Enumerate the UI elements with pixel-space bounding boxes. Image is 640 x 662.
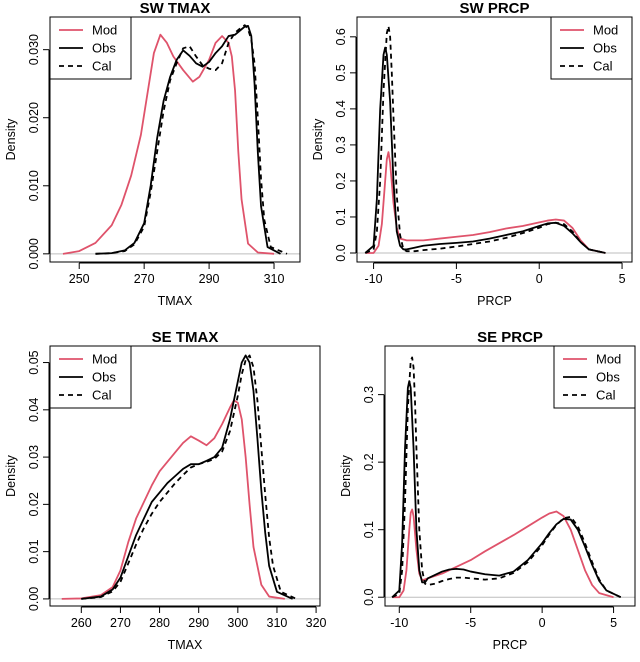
y-tick-label: 0.030 [27,34,41,65]
panel-title: SW TMAX [140,0,211,17]
legend-label-obs: Obs [92,370,116,385]
y-tick-label: 0.6 [334,28,348,45]
x-tick-label: 280 [149,616,170,630]
x-tick-label: 0 [536,272,543,286]
y-tick-label: 0.010 [27,170,41,201]
y-tick-label: 0.0 [334,244,348,261]
x-tick-label: 290 [199,272,220,286]
x-tick-label: 290 [188,616,209,630]
x-tick-label: -10 [365,272,383,286]
x-tick-label: 270 [110,616,131,630]
legend-label-cal: Cal [92,388,112,403]
plot-frame [384,345,636,607]
series-line-mod [392,508,614,599]
x-axis-label: PRCP [477,294,512,308]
series-line-obs [81,354,293,600]
plot-frame [49,345,321,607]
y-axis-label: Density [311,118,325,160]
panel-se-prcp: SE PRCP PRCP Density Mod Obs Cal -10 -5 0 5… [339,329,636,652]
x-tick-label: 310 [267,616,288,630]
y-axis-label: Density [339,454,353,496]
y-tick-label: 0.1 [362,521,376,538]
y-tick-label: 0.3 [334,136,348,153]
x-axis-label: TMAX [158,294,193,308]
series-line-cal [81,354,297,600]
y-tick-label: 0.0 [362,588,376,605]
series-line-cal [95,24,288,255]
x-tick-label: 270 [134,272,155,286]
x-tick-label: 310 [264,272,285,286]
legend-label-obs: Obs [92,41,116,56]
y-tick-label: 0.020 [27,102,41,133]
plot-frame [49,16,301,263]
x-axis-label: TMAX [168,638,203,652]
y-tick-label: 0.04 [27,398,41,422]
y-tick-label: 0.00 [27,587,41,611]
legend-label-mod: Mod [596,352,621,367]
panel-title: SW PRCP [459,0,529,17]
series-line-cal [391,356,622,599]
x-tick-label: 5 [619,272,626,286]
series-line-cal [364,25,606,254]
x-tick-label: -10 [390,616,408,630]
series-line-obs [95,24,281,255]
panel-title: SE PRCP [477,329,543,346]
y-axis-label: Density [4,454,18,496]
x-tick-label: 250 [69,272,90,286]
legend-label-cal: Cal [593,59,613,74]
series-line-mod [365,151,606,254]
series-line-obs [391,380,622,599]
y-tick-label: 0.000 [27,238,41,269]
y-tick-label: 0.5 [334,64,348,81]
y-tick-label: 0.4 [334,100,348,117]
y-tick-label: 0.05 [27,350,41,374]
x-tick-label: 0 [539,616,546,630]
x-tick-label: 320 [306,616,327,630]
x-axis-label: PRCP [493,638,528,652]
panel-sw-prcp: SW PRCP PRCP Density Mod Obs Cal -10 -5 0 5… [311,0,633,308]
x-tick-label: -5 [451,272,462,286]
legend-label-obs: Obs [593,41,617,56]
x-tick-label: 5 [610,616,617,630]
y-axis-label: Density [4,118,18,160]
plot-frame [356,16,633,263]
legend-label-obs: Obs [596,370,620,385]
y-tick-label: 0.02 [27,492,41,516]
y-tick-label: 0.2 [362,453,376,470]
y-tick-label: 0.03 [27,445,41,469]
legend-label-mod: Mod [92,23,117,38]
series-line-mod [61,399,285,600]
panel-se-tmax: SE TMAX TMAX Density Mod Obs Cal 260 270 2… [4,329,327,652]
panel-sw-tmax: SW TMAX TMAX Density Mod Obs Cal 250 270 2… [4,0,301,308]
x-tick-label: 300 [227,616,248,630]
legend-label-cal: Cal [92,59,112,74]
y-tick-label: 0.3 [362,386,376,403]
panel-title: SE TMAX [152,329,219,346]
legend-label-mod: Mod [593,23,618,38]
legend-label-cal: Cal [596,388,616,403]
y-tick-label: 0.1 [334,208,348,225]
y-tick-label: 0.01 [27,539,41,563]
series-line-mod [62,33,275,255]
y-tick-label: 0.2 [334,172,348,189]
x-tick-label: 260 [71,616,92,630]
x-tick-label: -5 [465,616,476,630]
legend-label-mod: Mod [92,352,117,367]
